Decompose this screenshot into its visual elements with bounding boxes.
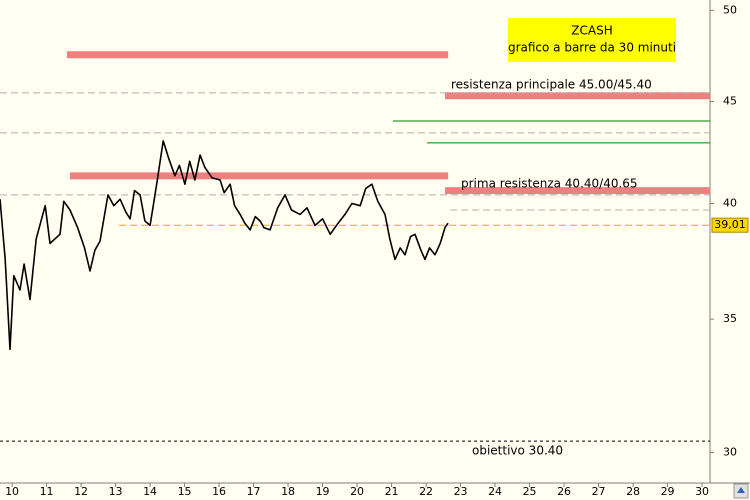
chart-subtitle: grafico a barre da 30 minuti: [508, 41, 676, 55]
x-tick-label: 11: [40, 485, 54, 498]
x-tick-label: 21: [385, 485, 399, 498]
x-tick-label: 16: [212, 485, 226, 498]
x-tick-label: 20: [350, 485, 364, 498]
x-tick-label: 28: [626, 485, 640, 498]
x-tick-label: 18: [281, 485, 295, 498]
x-tick-label: 22: [419, 485, 433, 498]
chart-title: ZCASH: [571, 24, 612, 38]
x-tick-label: 23: [454, 485, 468, 498]
y-tick-label: 45: [723, 95, 737, 108]
x-tick-label: 15: [178, 485, 192, 498]
x-tick-label: 27: [592, 485, 606, 498]
x-tick-label: 25: [523, 485, 537, 498]
annotation: obiettivo 30.40: [472, 444, 563, 458]
annotation: prima resistenza 40.40/40.65: [461, 177, 638, 191]
title-box: [508, 18, 676, 62]
x-tick-label: 24: [488, 485, 502, 498]
x-tick-label: 10: [5, 485, 19, 498]
x-tick-label: 19: [316, 485, 330, 498]
last-price-box: [711, 217, 749, 233]
price-line: [0, 140, 449, 351]
y-tick-label: 50: [723, 3, 737, 16]
annotation: resistenza principale 45.00/45.40: [451, 78, 652, 92]
x-tick-label: 17: [247, 485, 261, 498]
x-tick-label: 14: [143, 485, 157, 498]
x-tick-label: 12: [74, 485, 88, 498]
x-tick-label: 26: [557, 485, 571, 498]
scroll-icon: [737, 487, 745, 493]
x-tick-label: 29: [661, 485, 675, 498]
x-tick-label: 30: [695, 485, 709, 498]
y-tick-label: 35: [723, 312, 737, 325]
y-tick-label: 40: [723, 197, 737, 210]
x-tick-label: 13: [109, 485, 123, 498]
y-tick-label: 30: [723, 446, 737, 459]
last-price-label: 39,01: [714, 218, 746, 231]
